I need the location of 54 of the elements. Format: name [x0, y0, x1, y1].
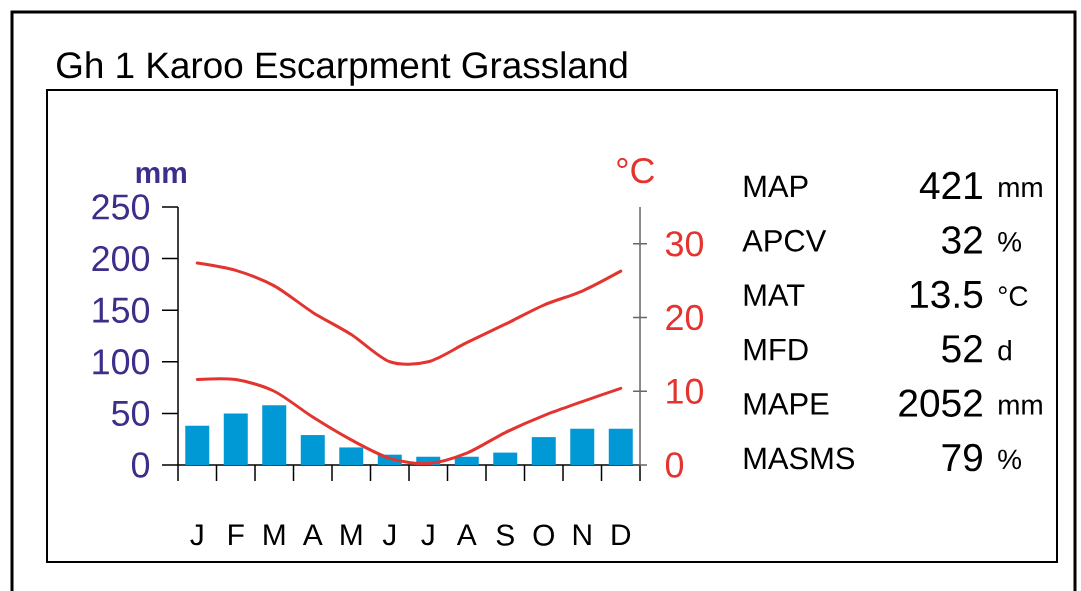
bar: [300, 435, 325, 465]
chart-title: Gh 1 Karoo Escarpment Grassland: [57, 51, 627, 86]
text: d: [998, 339, 1011, 361]
text: APCV: [742, 229, 827, 252]
x-tick-label: A: [302, 524, 323, 546]
y2-tick-label: 10: [667, 378, 704, 404]
y2-axis-title: °C: [617, 157, 655, 184]
text: 32: [942, 226, 982, 254]
y-tick-label: 0: [131, 452, 150, 478]
y2-tick-label: 0: [665, 452, 684, 478]
text: 52: [942, 335, 982, 363]
text: 421: [919, 171, 982, 199]
x-tick-label: J: [421, 524, 434, 546]
text: 2052: [899, 389, 982, 417]
x-tick-label: J: [382, 524, 396, 546]
text: mm: [999, 181, 1042, 197]
bar: [454, 456, 479, 465]
bar: [570, 428, 595, 465]
bar: [531, 437, 556, 465]
x-tick-label: M: [341, 524, 362, 546]
text: 79: [942, 443, 982, 472]
bar: [339, 447, 364, 465]
y-tick-label: 100: [93, 349, 150, 375]
y2-tick-label: 20: [666, 304, 704, 331]
x-tick-label: O: [533, 524, 554, 546]
y-tick-label: 250: [92, 194, 150, 220]
text: MAP: [744, 175, 808, 197]
y-tick-label: 200: [92, 245, 150, 272]
bar: [223, 413, 248, 465]
bar: [608, 428, 633, 465]
text: 13.5: [911, 280, 983, 309]
x-tick-label: M: [264, 524, 285, 546]
text: %: [998, 232, 1022, 252]
text: MFD: [744, 338, 808, 361]
text: MASMS: [744, 447, 855, 470]
x-tick-label: F: [229, 524, 244, 546]
text: mm: [999, 399, 1042, 415]
y2-tick-label: 30: [665, 231, 704, 257]
x-tick-label: S: [496, 524, 514, 546]
text: MAT: [744, 284, 805, 306]
x-tick-label: A: [456, 524, 477, 546]
text: MAPE: [744, 393, 829, 415]
line-series: [195, 377, 623, 465]
x-tick-label: N: [573, 524, 591, 546]
y-axis-title: mm: [136, 166, 186, 183]
y-tick-label: 150: [93, 297, 150, 323]
text: %: [998, 449, 1022, 470]
bar: [493, 452, 518, 465]
bar: [185, 425, 210, 465]
text: °C: [998, 286, 1028, 307]
x-tick-label: J: [190, 524, 203, 546]
bar: [262, 405, 287, 465]
x-tick-label: D: [612, 524, 631, 546]
y-tick-label: 50: [112, 400, 150, 427]
